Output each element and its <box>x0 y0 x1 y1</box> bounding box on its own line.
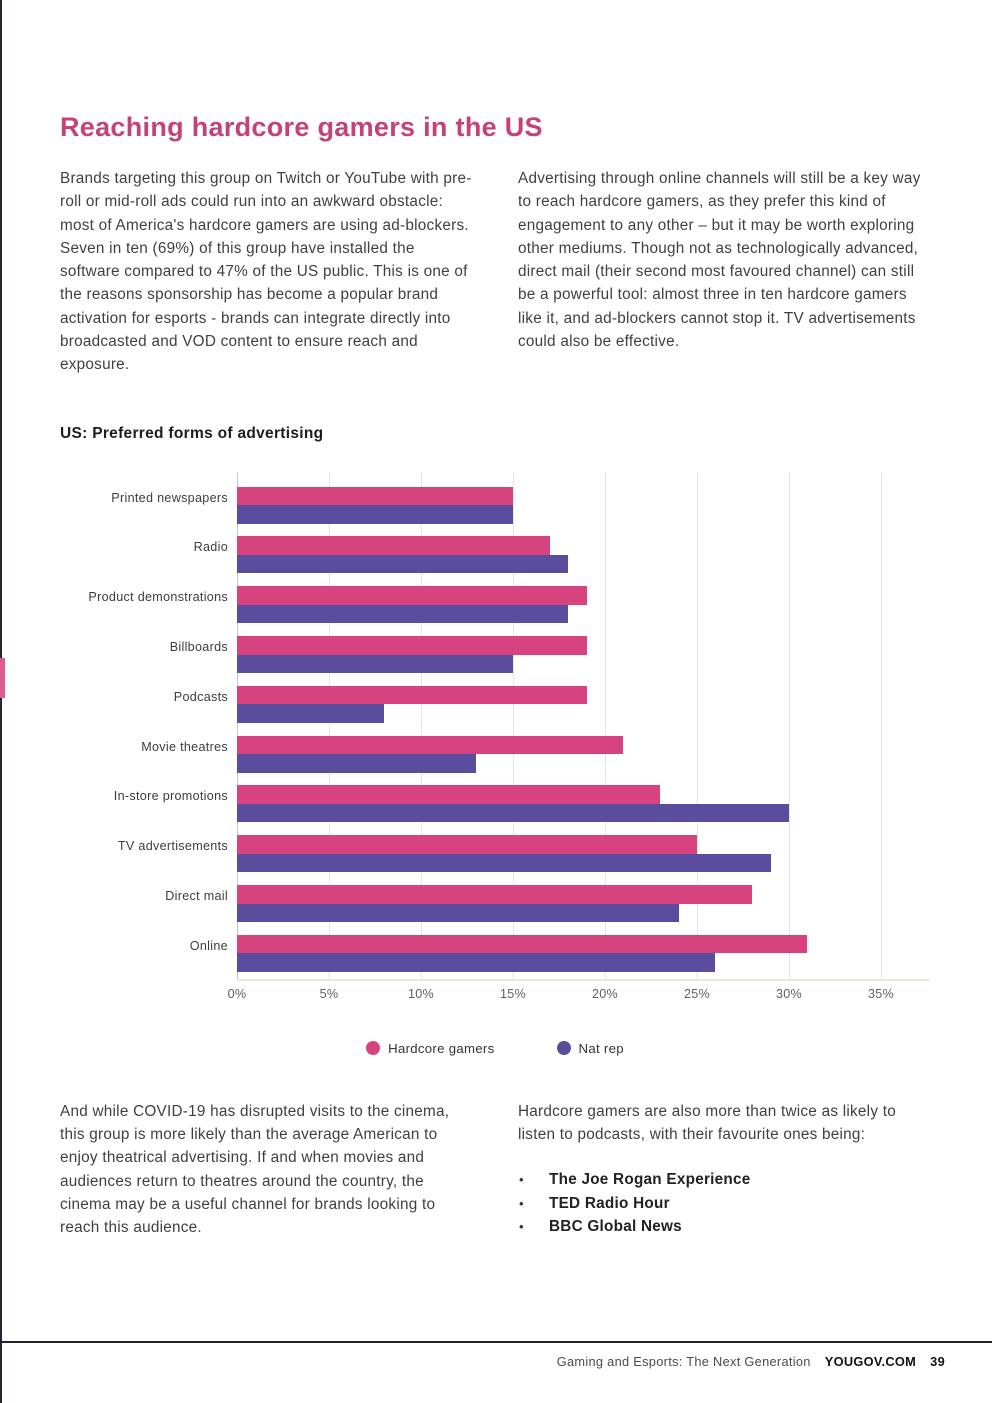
footer-rule <box>0 1341 992 1343</box>
podcast-list-item: The Joe Rogan Experience <box>518 1168 930 1192</box>
bar-nat-rep <box>237 654 513 674</box>
bar-group <box>237 879 930 929</box>
gridline <box>513 472 514 979</box>
x-axis-tick: 35% <box>867 986 895 1001</box>
footer-page-number: 39 <box>930 1354 945 1369</box>
gridline <box>881 472 882 979</box>
footer: Gaming and Esports: The Next Generation … <box>557 1354 945 1369</box>
bar-nat-rep <box>237 953 716 972</box>
bar-hardcore-gamers <box>237 885 753 904</box>
category-label: In-store promotions <box>113 789 228 804</box>
bar-nat-rep <box>237 604 569 624</box>
page-edge-line <box>0 0 2 1403</box>
category-label: Podcasts <box>173 689 228 704</box>
bar-hardcore-gamers <box>237 835 697 854</box>
x-axis: 0% 5% 10% 15% 20% 25% 30% 35% <box>60 987 930 1009</box>
bar-nat-rep <box>237 754 477 773</box>
legend-item: Hardcore gamers <box>366 1041 494 1056</box>
category-label: Direct mail <box>165 888 228 903</box>
bar-hardcore-gamers <box>237 934 808 954</box>
bar-nat-rep <box>237 505 513 524</box>
intro-paragraph-left: Brands targeting this group on Twitch or… <box>60 170 472 374</box>
bar-group <box>237 680 930 730</box>
bar-group <box>237 929 930 979</box>
legend-label: Hardcore gamers <box>388 1040 495 1056</box>
podcast-list-item: BBC Global News <box>518 1215 930 1239</box>
chart-plot-area <box>237 472 930 981</box>
bar-group <box>237 779 930 829</box>
category-label: Online <box>189 938 228 953</box>
gridline <box>329 472 330 979</box>
bar-hardcore-gamers <box>237 735 624 755</box>
bar-nat-rep <box>237 704 385 723</box>
gridline <box>789 472 790 979</box>
bar-group <box>237 630 930 680</box>
bar-nat-rep <box>237 853 771 873</box>
bar-hardcore-gamers <box>237 536 550 555</box>
outro-paragraph-left: And while COVID-19 has disrupted visits … <box>60 1102 450 1237</box>
category-label: Radio <box>193 540 228 555</box>
x-axis-tick: 5% <box>319 986 339 1001</box>
legend-item: Nat rep <box>556 1040 624 1056</box>
legend-label: Nat rep <box>578 1040 624 1056</box>
bar-hardcore-gamers <box>237 785 661 804</box>
outro-columns: And while COVID-19 has disrupted visits … <box>60 1100 930 1240</box>
chart-legend: Hardcore gamers Nat rep <box>60 1041 930 1056</box>
x-axis-tick: 25% <box>683 986 711 1001</box>
x-axis-tick: 30% <box>775 986 803 1001</box>
intro-columns: Brands targeting this group on Twitch or… <box>60 167 930 377</box>
category-label: Product demonstrations <box>88 590 228 605</box>
podcasts-lead-paragraph: Hardcore gamers are also more than twice… <box>518 1102 896 1143</box>
page-edge-accent <box>0 658 5 698</box>
x-axis-tick: 0% <box>227 986 247 1001</box>
gridline <box>421 472 422 979</box>
bar-hardcore-gamers <box>237 636 587 655</box>
podcast-list: The Joe Rogan Experience TED Radio Hour … <box>518 1168 930 1239</box>
bar-group <box>237 829 930 879</box>
x-axis-tick: 20% <box>591 986 619 1001</box>
gridline <box>237 472 238 979</box>
legend-dot <box>366 1041 381 1056</box>
preferred-advertising-bar-chart: Printed newspapers Radio Product demonstra… <box>60 472 930 1056</box>
chart-heading: US: Preferred forms of advertising <box>60 424 324 442</box>
category-label: TV advertisements <box>117 839 228 854</box>
intro-paragraph-right: Advertising through online channels will… <box>518 170 921 351</box>
legend-dot <box>556 1041 571 1056</box>
footer-brand: YOUGOV.COM <box>824 1354 917 1369</box>
bar-nat-rep <box>237 554 569 574</box>
podcast-list-item: TED Radio Hour <box>518 1192 930 1216</box>
category-label: Billboards <box>169 639 228 654</box>
chart-gridlines <box>237 472 930 979</box>
chart-bar-rows <box>237 481 930 979</box>
footer-report-title: Gaming and Esports: The Next Generation <box>556 1354 811 1369</box>
bar-hardcore-gamers <box>237 685 587 705</box>
page-title: Reaching hardcore gamers in the US <box>60 112 543 142</box>
category-label: Printed newspapers <box>111 490 228 505</box>
x-axis-ticks: 0% 5% 10% 15% 20% 25% 30% 35% <box>228 986 930 1009</box>
bar-hardcore-gamers <box>237 586 587 605</box>
bar-nat-rep <box>237 803 789 823</box>
page-content: Reaching hardcore gamers in the US Brand… <box>0 0 992 1239</box>
bar-hardcore-gamers <box>237 486 513 506</box>
x-axis-tick: 15% <box>499 986 527 1001</box>
chart-category-labels: Printed newspapers Radio Product demonstra… <box>60 473 237 981</box>
bar-group <box>237 580 930 630</box>
gridline <box>605 472 606 979</box>
x-axis-tick: 10% <box>407 986 435 1001</box>
gridline <box>697 472 698 979</box>
bar-group <box>237 481 930 531</box>
category-label: Movie theatres <box>141 739 228 754</box>
bar-nat-rep <box>237 903 679 923</box>
x-axis-spacer <box>60 987 237 1009</box>
bar-group <box>237 730 930 780</box>
outro-right-block: Hardcore gamers are also more than twice… <box>518 1100 930 1240</box>
chart-body: Printed newspapers Radio Product demonstra… <box>60 472 930 981</box>
bar-group <box>237 530 930 580</box>
